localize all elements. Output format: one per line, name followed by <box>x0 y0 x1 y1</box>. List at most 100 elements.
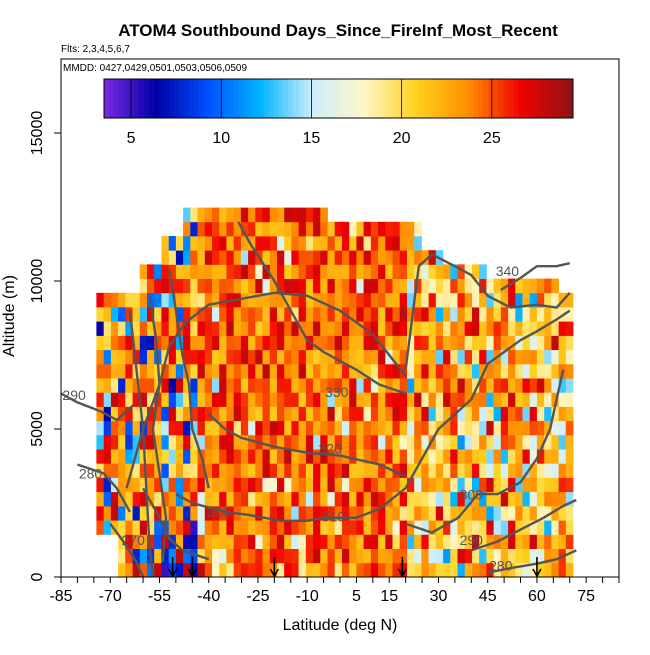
heatmap-cell <box>421 506 429 521</box>
colorbar-swatch <box>273 79 279 118</box>
heatmap-cell <box>464 548 473 564</box>
heatmap-cell <box>291 420 299 436</box>
heatmap-cell <box>320 562 328 578</box>
heatmap-cell <box>515 307 523 322</box>
heatmap-cell <box>103 477 112 493</box>
heatmap-cell <box>421 307 429 322</box>
heatmap-cell <box>392 378 401 393</box>
heatmap-cell <box>320 434 328 450</box>
heatmap-cell <box>414 292 422 308</box>
heatmap-cell <box>248 221 256 237</box>
heatmap-cell <box>529 292 538 308</box>
heatmap-cell <box>240 406 249 422</box>
heatmap-cell <box>392 321 401 336</box>
heatmap-cell <box>486 321 494 336</box>
heatmap-cell <box>175 349 184 365</box>
heatmap-cell <box>472 434 480 450</box>
heatmap-cell <box>291 307 299 322</box>
heatmap-cell <box>522 434 531 450</box>
heatmap-cell <box>334 534 343 549</box>
heatmap-cell <box>500 477 509 493</box>
heatmap-cell <box>428 264 437 279</box>
heatmap-cell <box>558 434 567 450</box>
heatmap-cell <box>407 449 415 464</box>
heatmap-cell <box>291 392 299 407</box>
heatmap-cell <box>269 491 278 507</box>
y-axis-label: Altitude (m) <box>1 275 18 357</box>
heatmap-cell <box>356 307 364 322</box>
heatmap-cell <box>370 278 379 294</box>
heatmap-cell <box>154 534 162 549</box>
heatmap-cell <box>248 506 256 521</box>
heatmap-cell <box>204 349 213 365</box>
heatmap-cell <box>551 378 559 393</box>
heatmap-cell <box>147 491 155 507</box>
heatmap-cell <box>204 264 213 279</box>
heatmap-cell <box>522 406 531 422</box>
heatmap-cell <box>248 534 256 549</box>
heatmap-cell <box>219 378 227 393</box>
heatmap-cell <box>508 335 516 351</box>
colorbar-swatch <box>258 79 264 118</box>
y-tick-label: 0 <box>29 572 46 581</box>
heatmap-cell <box>370 434 379 450</box>
heatmap-cell <box>435 392 444 407</box>
heatmap-cell <box>529 307 538 322</box>
contour-label: 270 <box>122 532 146 548</box>
heatmap-cell <box>161 562 169 578</box>
heatmap-cell <box>168 520 177 535</box>
colorbar-swatch <box>104 79 110 118</box>
heatmap-cell <box>479 420 487 436</box>
heatmap-cell <box>139 392 148 407</box>
heatmap-cell <box>262 520 271 535</box>
heatmap-cell <box>240 434 249 450</box>
heatmap-cell <box>565 378 574 393</box>
heatmap-cell <box>139 363 148 379</box>
heatmap-cell <box>277 420 285 436</box>
heatmap-cell <box>161 548 169 564</box>
heatmap-cell <box>515 562 523 578</box>
heatmap-cell <box>500 506 509 521</box>
heatmap-cell <box>450 434 458 450</box>
heatmap-cell <box>132 548 141 564</box>
x-tick-label: 45 <box>479 588 497 605</box>
heatmap-cell <box>428 520 437 535</box>
heatmap-cell <box>103 392 112 407</box>
heatmap-cell <box>313 548 321 564</box>
heatmap-cell <box>565 363 574 379</box>
heatmap-cell <box>551 349 559 365</box>
heatmap-cell <box>110 321 119 336</box>
heatmap-cell <box>204 463 213 478</box>
heatmap-cell <box>399 335 408 351</box>
heatmap-cell <box>414 221 422 237</box>
heatmap-cell <box>320 321 328 336</box>
heatmap-cell <box>370 520 379 535</box>
heatmap-cell <box>284 335 292 351</box>
heatmap-cell <box>544 477 552 493</box>
heatmap-cell <box>536 349 545 365</box>
heatmap-cell <box>240 520 249 535</box>
colorbar-swatch <box>133 79 140 118</box>
heatmap-cell <box>536 278 545 294</box>
heatmap-cell <box>421 548 429 564</box>
heatmap-cell <box>472 477 480 493</box>
heatmap-cell <box>392 506 401 521</box>
heatmap-cell <box>385 321 393 336</box>
heatmap-cell <box>428 548 437 564</box>
heatmap-cell <box>233 491 242 507</box>
heatmap-cell <box>204 221 213 237</box>
heatmap-cell <box>212 420 220 436</box>
heatmap-cell <box>262 406 271 422</box>
heatmap-cell <box>536 406 545 422</box>
heatmap-cell <box>168 477 177 493</box>
heatmap-cell <box>96 349 104 365</box>
heatmap-cell <box>255 335 263 351</box>
heatmap-cell <box>327 278 336 294</box>
heatmap-cell <box>175 420 184 436</box>
heatmap-cell <box>327 307 336 322</box>
heatmap-cell <box>349 463 357 478</box>
heatmap-cell <box>320 363 328 379</box>
heatmap-cell <box>407 491 415 507</box>
heatmap-cell <box>421 562 429 578</box>
heatmap-cell <box>161 434 169 450</box>
